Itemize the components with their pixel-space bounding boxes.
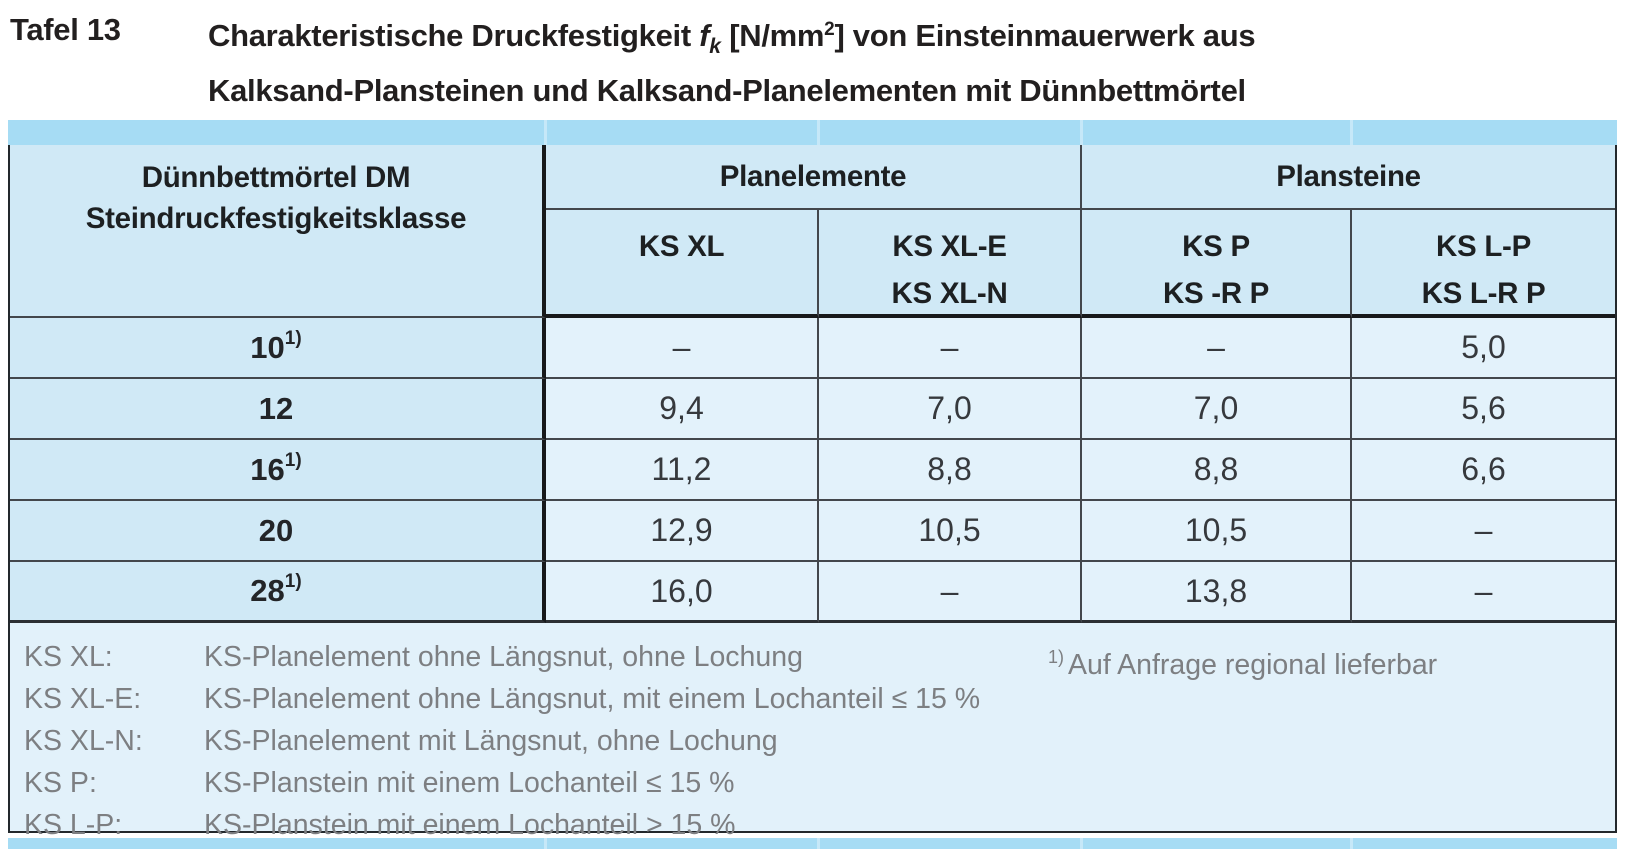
legend-term: KS P: <box>24 767 97 799</box>
legend-desc: KS-Planstein mit einem Lochanteil > 15 % <box>204 809 736 841</box>
strength-table: Dünnbettmörtel DM Steindruckfestigkeitsk… <box>8 145 1617 841</box>
column-header-ks-p: KS P KS -R P <box>1082 210 1352 318</box>
strip-seam <box>1350 120 1353 145</box>
table-cell: 16,0 <box>546 562 819 623</box>
footnote-marker: 1) <box>284 449 302 471</box>
strip-seam <box>817 838 820 849</box>
table-number: Tafel 13 <box>10 12 121 47</box>
fk-symbol: f <box>699 18 710 53</box>
table-cell: 7,0 <box>819 379 1082 440</box>
legend-item: KS XL-E: KS-Planelement ohne Längsnut, m… <box>24 678 1615 720</box>
footnote-marker: 1) <box>284 327 302 349</box>
column-header-ks-xl-e-n: KS XL-E KS XL-N <box>819 210 1082 318</box>
corner-header: Dünnbettmörtel DM Steindruckfestigkeitsk… <box>10 145 546 318</box>
row-label-28: 28 1) <box>10 562 546 623</box>
fk-subscript: k <box>709 35 721 58</box>
footnote-marker: 1) <box>284 571 302 592</box>
corner-header-line-2: Steindruckfestigkeitsklasse <box>85 202 467 235</box>
table-cell: – <box>546 318 819 379</box>
legend-item: KS XL-N: KS-Planelement mit Längsnut, oh… <box>24 720 1615 762</box>
legend-item: KS L-P: KS-Planstein mit einem Lochantei… <box>24 804 1615 846</box>
corner-header-line-1: Dünnbettmörtel DM <box>141 161 411 194</box>
table-cell: 11,2 <box>546 440 819 501</box>
group-header-planelemente: Planelemente <box>546 145 1082 210</box>
table-cell: 10,5 <box>1082 501 1352 562</box>
legend-item: KS P: KS-Planstein mit einem Lochanteil … <box>24 762 1615 804</box>
row-label-20: 20 <box>10 501 546 562</box>
bottom-strip <box>8 838 1617 849</box>
column-header-ks-l-p: KS L-P KS L-R P <box>1352 210 1615 318</box>
legend-desc: KS-Planstein mit einem Lochanteil ≤ 15 % <box>204 767 735 799</box>
legend-term: KS XL-E: <box>24 683 142 715</box>
table-caption: Tafel 13 Charakteristische Druckfestigke… <box>10 8 1256 113</box>
row-label-16: 16 1) <box>10 440 546 501</box>
table-cell: 8,8 <box>1082 440 1352 501</box>
legend-desc: KS-Planelement mit Längsnut, ohne Lochun… <box>204 725 778 757</box>
legend-desc: KS-Planelement ohne Längsnut, mit einem … <box>204 683 981 715</box>
title-line-2: Kalksand-Plansteinen und Kalksand-Planel… <box>208 73 1246 108</box>
table-cell: 5,0 <box>1352 318 1615 379</box>
legend-term: KS L-P: <box>24 809 123 841</box>
strip-seam <box>544 838 547 849</box>
regional-availability-note: 1) Auf Anfrage regional lieferbar <box>1048 647 1438 681</box>
column-header-ks-xl: KS XL <box>546 210 819 318</box>
table-cell: – <box>1082 318 1352 379</box>
table-cell: – <box>1352 501 1615 562</box>
table-cell: – <box>819 318 1082 379</box>
table-cell: 5,6 <box>1352 379 1615 440</box>
title-line-1: Charakteristische Druckfestigkeit fk [N/… <box>208 18 1256 58</box>
table-cell: 13,8 <box>1082 562 1352 623</box>
table-cell: 7,0 <box>1082 379 1352 440</box>
row-label-10: 10 1) <box>10 318 546 379</box>
unit-superscript: 2 <box>824 19 835 40</box>
legend-term: KS XL: <box>24 641 113 673</box>
table-cell: 9,4 <box>546 379 819 440</box>
table-cell: 6,6 <box>1352 440 1615 501</box>
group-header-plansteine: Plansteine <box>1082 145 1615 210</box>
strip-seam <box>544 120 547 145</box>
top-strip <box>8 120 1617 145</box>
legend-desc: KS-Planelement ohne Längsnut, ohne Lochu… <box>204 641 803 673</box>
table-title: Charakteristische Druckfestigkeit fk [N/… <box>208 8 1256 113</box>
legend-item: KS XL: KS-Planelement ohne Längsnut, ohn… <box>24 636 1615 678</box>
strip-seam <box>817 120 820 145</box>
table-cell: 12,9 <box>546 501 819 562</box>
strip-seam <box>1350 838 1353 849</box>
table-cell: – <box>1352 562 1615 623</box>
legend: KS XL: KS-Planelement ohne Längsnut, ohn… <box>10 623 1615 841</box>
table-cell: – <box>819 562 1082 623</box>
legend-term: KS XL-N: <box>24 725 143 757</box>
footnote-marker: 1) <box>1048 647 1065 667</box>
strip-seam <box>1080 838 1083 849</box>
row-label-12: 12 <box>10 379 546 440</box>
table-cell: 10,5 <box>819 501 1082 562</box>
strip-seam <box>1080 120 1083 145</box>
table-cell: 8,8 <box>819 440 1082 501</box>
